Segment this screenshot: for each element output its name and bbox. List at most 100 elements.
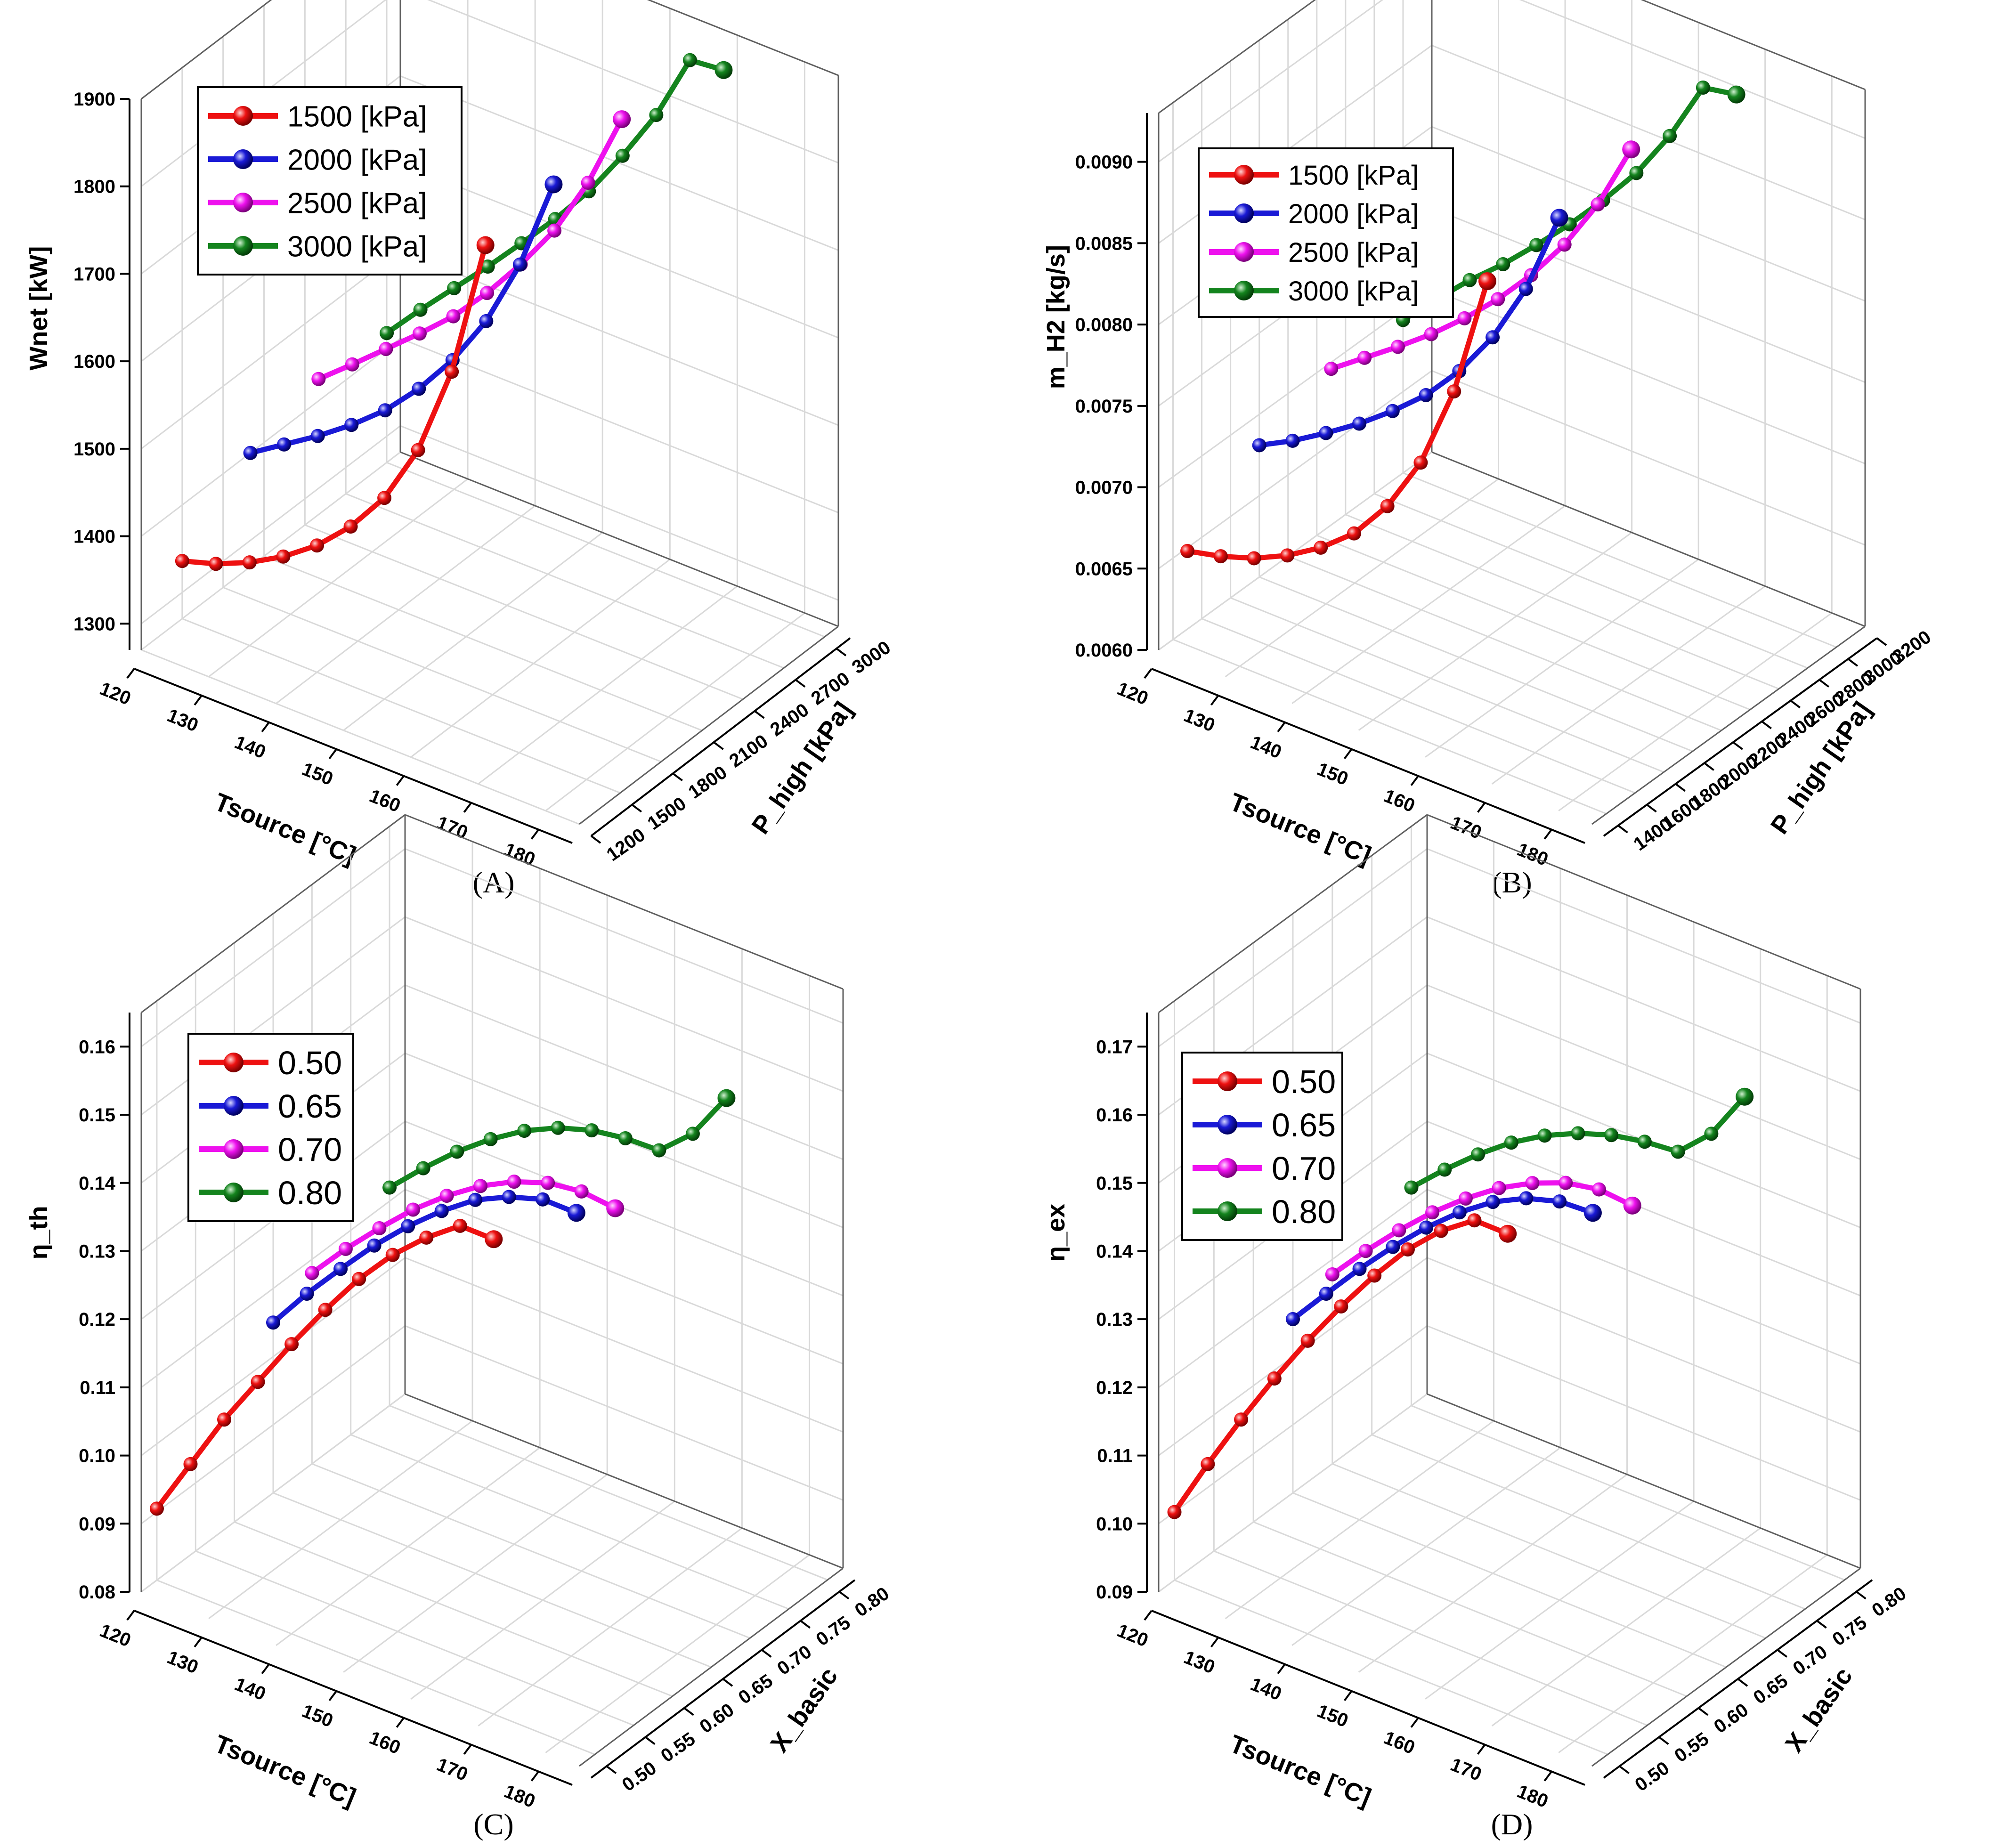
side-wall-grid-line [141,848,406,1047]
y-tick [800,1620,811,1629]
y-tick [683,1707,694,1716]
back-wall-grid-line [1427,1120,1861,1297]
data-point [649,108,664,122]
x-tick-label: 160 [366,786,403,817]
data-point [502,1190,516,1204]
data-point [277,437,292,452]
data-point [1419,1220,1434,1235]
side-wall-grid-line [1158,848,1428,1047]
series-line [310,1179,617,1275]
data-point [406,1202,420,1217]
data-point [1425,1205,1440,1220]
y-tick-label: 0.75 [812,1612,854,1650]
floor-grid-line [1358,1474,1628,1673]
x-tick [1477,1744,1486,1755]
side-wall-grid-line [1158,1189,1428,1388]
legend-marker [1234,165,1254,185]
x-tick [328,748,337,759]
x-tick-label: 140 [1248,1674,1284,1705]
z-axis-title: m_H2 [kg/s] [1042,245,1070,389]
data-point [547,223,562,238]
data-point [714,61,733,79]
data-point [1663,129,1677,143]
legend-label: 3000 [kPa] [287,230,427,263]
z-tick-label: 0.13 [79,1241,115,1262]
floor-grid-line [478,1527,743,1726]
back-wall-grid-line [1519,0,1866,139]
data-point [567,1204,585,1222]
floor-grid-line [1372,1434,1806,1610]
floor-grid-line [1558,612,1833,811]
data-point [480,286,495,300]
legend-entry: 1500 [kPa] [208,100,427,133]
data-point [338,1241,353,1256]
side-wall-grid-line [1158,289,1432,488]
data-point [1167,1505,1182,1519]
panel-d-series [1167,1087,1754,1519]
floor-grid-line [410,559,671,758]
floor-grid-line [1374,493,1808,669]
x-tick-label: 130 [1181,705,1218,736]
box-edge [1427,814,1861,990]
data-point [311,372,326,386]
data-point [209,557,223,571]
legend-marker [224,1139,244,1159]
box-edge [647,0,839,76]
data-point [305,1266,319,1281]
data-point [1437,1162,1452,1177]
data-point [416,1161,430,1175]
y-tick-label: 0.70 [1789,1641,1831,1679]
data-point [1419,388,1433,403]
z-tick-label: 0.15 [1096,1173,1133,1194]
series-line [1331,1180,1634,1277]
z-tick-label: 1900 [73,89,115,110]
z-tick-label: 0.17 [1096,1037,1133,1057]
x-axis-title: Tsource [°C] [211,788,360,870]
back-wall-grid-line [400,338,839,513]
series-2 [266,1190,585,1330]
data-point [419,1230,434,1245]
data-point [1671,1144,1685,1159]
y-tick-label: 1200 [603,824,649,865]
floor-grid-line [141,451,401,651]
floor-grid-line [1291,1447,1561,1646]
legend-label: 0.70 [1272,1150,1336,1187]
series-line [1410,1095,1747,1190]
data-point [1400,1242,1415,1257]
data-point [480,259,495,274]
x-tick [1210,1637,1219,1648]
floor-grid-line [1172,639,1607,815]
data-point [333,1262,348,1276]
data-point [1386,1240,1400,1254]
z-tick-label: 0.10 [1096,1514,1133,1534]
data-point [1424,327,1438,341]
data-point [1486,1195,1500,1209]
data-point [574,1184,589,1199]
legend-label: 0.65 [278,1088,342,1125]
data-point [1385,404,1400,418]
legend-label: 0.70 [278,1131,342,1168]
back-wall-grid-line [1427,1189,1861,1365]
legend-marker [233,106,253,126]
z-tick-label: 1600 [73,351,115,372]
panel-b-legend: 1500 [kPa] 2000 [kPa] 2500 [kPa] 3000 [kPa] [1198,147,1454,318]
panel-c-series [149,1089,736,1516]
data-point [1319,426,1333,440]
data-point [412,381,426,396]
back-wall-grid-line [400,425,839,601]
data-point [1629,166,1644,180]
z-axis-title: Wnet [kW] [24,246,53,371]
legend-label: 0.50 [278,1045,342,1081]
series-line [1187,280,1490,561]
data-point [242,555,257,570]
y-tick [1856,1591,1867,1600]
x-tick-label: 150 [299,1701,336,1732]
legend-marker [1234,203,1254,223]
y-tick-label: 1500 [644,793,690,834]
x-tick-label: 140 [1248,732,1284,763]
data-point [1413,455,1428,470]
data-point [1267,1371,1282,1386]
data-point [1252,438,1266,453]
y-tick [645,1736,656,1745]
legend-marker [224,1053,244,1072]
